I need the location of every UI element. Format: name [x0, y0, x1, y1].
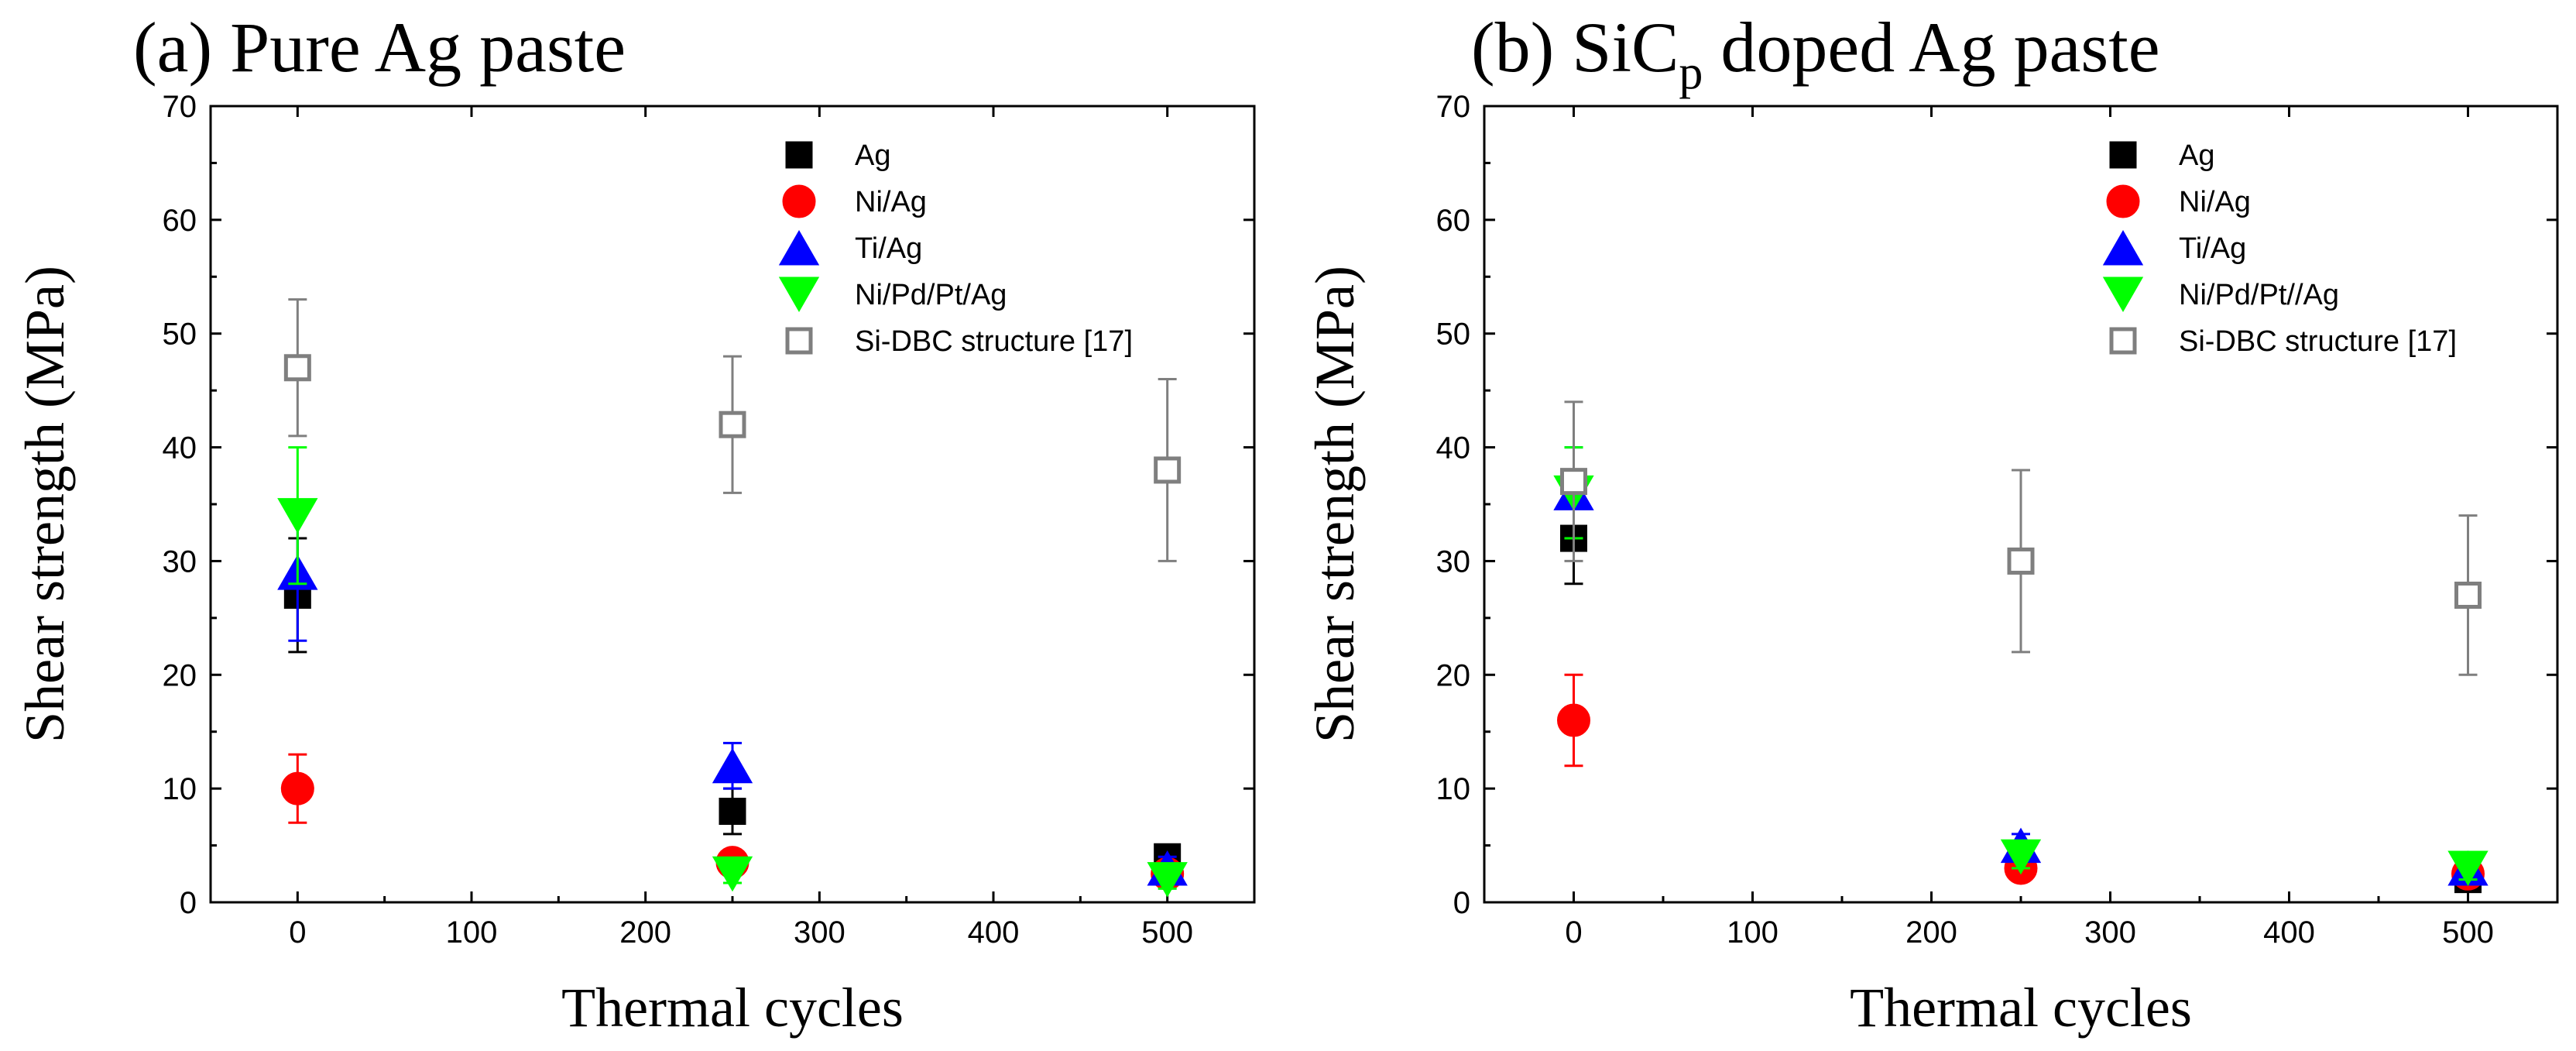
data-point	[2007, 547, 2035, 575]
legend-label: Si-DBC structure [17]	[2179, 325, 2457, 358]
data-point	[2000, 839, 2042, 875]
y-axis-label: Shear strength (MPa)	[14, 266, 76, 743]
x-tick-label: 500	[2442, 915, 2494, 950]
y-tick-label: 10	[163, 772, 197, 806]
data-point	[712, 747, 753, 784]
x-tick-label: 100	[446, 915, 498, 950]
data-point	[280, 771, 314, 805]
series-ag	[283, 537, 1182, 871]
x-tick-label: 300	[2084, 915, 2136, 950]
y-tick-label: 40	[1436, 431, 1471, 465]
x-tick-label: 0	[289, 915, 306, 950]
data-point	[283, 354, 311, 382]
x-tick-label: 500	[1141, 915, 1193, 950]
legend-marker	[2109, 141, 2137, 169]
series-si-dbc-structure-17-	[283, 298, 1182, 562]
data-point	[719, 410, 746, 438]
legend-marker	[778, 276, 820, 313]
y-tick-label: 0	[180, 886, 197, 920]
legend-label: Ni/Ag	[855, 186, 927, 218]
legend-label: Ni/Ag	[2179, 186, 2251, 218]
x-axis-label: Thermal cycles	[1850, 977, 2192, 1039]
chart-title: (b) SiCp doped Ag paste	[1471, 8, 2160, 99]
legend-marker	[2109, 327, 2137, 355]
legend-marker	[785, 327, 813, 355]
x-tick-label: 200	[619, 915, 671, 950]
data-point	[1560, 468, 1587, 496]
series-ni-pd-pt-ag	[277, 446, 1188, 898]
data-point	[2447, 850, 2489, 886]
legend: Ag Ni/Ag Ti/Ag Ni/Pd/Pt//Ag Si-DBC structure…	[2102, 139, 2457, 358]
legend-label: Ag	[855, 139, 890, 172]
legend-label: Ni/Pd/Pt/Ag	[855, 279, 1007, 311]
legend-marker	[2102, 276, 2144, 313]
data-point	[1147, 862, 1188, 898]
legend-label: Si-DBC structure [17]	[855, 325, 1133, 358]
legend: Ag Ni/Ag Ti/Ag Ni/Pd/Pt/Ag Si-DBC structure …	[778, 139, 1133, 358]
data-point	[1154, 456, 1182, 484]
x-tick-label: 400	[968, 915, 1020, 950]
y-tick-label: 0	[1453, 886, 1470, 920]
legend-marker	[2106, 184, 2140, 218]
legend-label: Ti/Ag	[855, 232, 922, 265]
x-axis-label: Thermal cycles	[561, 977, 904, 1039]
data-point	[719, 798, 746, 826]
data-point	[277, 498, 318, 534]
x-tick-label: 0	[1565, 915, 1582, 950]
chart-panel-a: (a) Pure Ag paste 0 100 200 300 400 500 0 10 20 30…	[14, 8, 1256, 1039]
y-tick-label: 30	[1436, 544, 1471, 579]
y-tick-label: 20	[163, 658, 197, 692]
chart-title: (a) Pure Ag paste	[133, 8, 626, 87]
y-axis-label: Shear strength (MPa)	[1304, 266, 1366, 743]
y-tick-label: 70	[1436, 90, 1471, 124]
y-tick-label: 10	[1436, 772, 1471, 806]
legend-label: Ni/Pd/Pt//Ag	[2179, 279, 2339, 311]
x-tick-label: 100	[1727, 915, 1779, 950]
x-tick-label: 200	[1905, 915, 1957, 950]
y-tick-label: 60	[1436, 204, 1471, 238]
legend-marker	[782, 184, 816, 218]
y-tick-label: 50	[1436, 318, 1471, 352]
chart-title-main: (a) Pure Ag paste	[133, 8, 626, 87]
data-point	[1557, 703, 1590, 737]
data-point	[2454, 581, 2482, 609]
x-tick-label: 300	[794, 915, 846, 950]
legend-label: Ti/Ag	[2179, 232, 2246, 265]
data-point	[712, 856, 753, 892]
y-tick-label: 50	[163, 318, 197, 352]
chart-title-rest: doped Ag paste	[1703, 8, 2159, 87]
x-tick-label: 400	[2263, 915, 2315, 950]
chart-title-subscript: p	[1679, 46, 1703, 99]
y-tick-label: 40	[163, 431, 197, 465]
y-tick-label: 70	[163, 90, 197, 124]
y-tick-label: 20	[1436, 658, 1471, 692]
y-tick-label: 60	[163, 204, 197, 238]
legend-marker	[785, 141, 813, 169]
chart-title-main: (b) SiC	[1471, 8, 1679, 87]
legend-marker	[2102, 229, 2144, 266]
y-tick-label: 30	[163, 544, 197, 579]
chart-panel-b: (b) SiCp doped Ag paste 0 100 200 300 400 500 0…	[1304, 8, 2559, 1039]
legend-marker	[778, 229, 820, 266]
series-si-dbc-structure-17-	[1560, 400, 2482, 676]
legend-label: Ag	[2179, 139, 2214, 172]
